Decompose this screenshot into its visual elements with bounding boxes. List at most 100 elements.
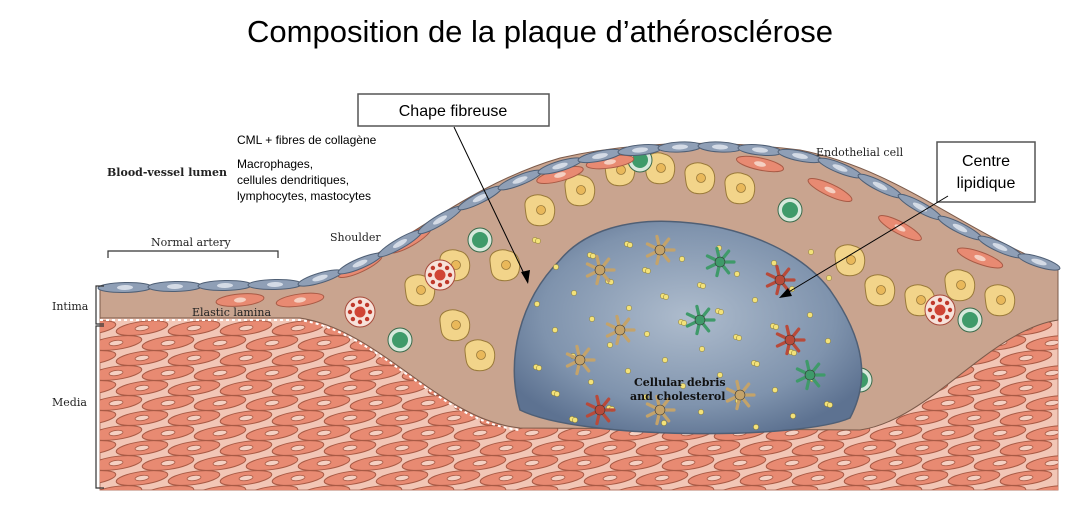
smooth-muscle-cell xyxy=(635,440,689,456)
smooth-muscle-cell xyxy=(141,365,195,381)
smooth-muscle-cell xyxy=(1025,455,1058,471)
cholesterol-crystal xyxy=(718,309,724,315)
smc-nucleus xyxy=(316,489,332,490)
endothelium xyxy=(97,141,1061,294)
label-debris-line1: Cellular debris xyxy=(634,376,726,389)
smc-nucleus xyxy=(212,369,228,377)
endothelial-cell xyxy=(537,157,583,175)
smooth-muscle-cell xyxy=(921,485,975,490)
smooth-muscle-cell xyxy=(323,440,377,456)
label-blood-vessel-lumen: Blood-vessel lumen xyxy=(107,166,227,179)
endothelial-cell-nucleus xyxy=(267,281,283,288)
smooth-muscle-cell xyxy=(999,350,1053,366)
cholesterol-crystal xyxy=(572,417,578,423)
smc-nucleus xyxy=(836,459,852,467)
smooth-muscle-cell xyxy=(193,485,247,490)
smc-nucleus xyxy=(83,444,98,451)
smc-nucleus xyxy=(706,474,722,482)
smc-body xyxy=(973,485,1027,490)
smc-body xyxy=(765,485,819,490)
smc-nucleus xyxy=(108,369,124,377)
smc-nucleus xyxy=(83,414,98,421)
smooth-muscle-cell xyxy=(193,335,247,351)
smc-nucleus xyxy=(238,324,254,332)
smc-nucleus xyxy=(966,474,982,482)
smooth-muscle-cell xyxy=(297,365,351,381)
smooth-muscle-cell xyxy=(739,440,793,456)
smooth-muscle-cell xyxy=(219,470,273,486)
smooth-muscle-cell xyxy=(323,380,377,396)
smc-nucleus xyxy=(394,474,410,482)
cholesterol-crystal xyxy=(754,361,760,367)
smooth-muscle-cell xyxy=(297,455,351,471)
smc-nucleus xyxy=(134,414,150,422)
smc-nucleus xyxy=(680,489,696,490)
smooth-muscle-cell xyxy=(245,425,299,441)
smc-nucleus xyxy=(654,474,670,482)
smc-nucleus xyxy=(966,414,982,422)
smooth-muscle-cell xyxy=(219,440,273,456)
smc-nucleus xyxy=(992,489,1008,490)
cap-smooth-muscle-cell xyxy=(585,154,635,170)
cholesterol-crystal xyxy=(808,249,814,255)
smc-nucleus xyxy=(992,369,1008,377)
smc-nucleus xyxy=(186,474,202,482)
smc-nucleus xyxy=(602,474,618,482)
endothelial-cell-nucleus xyxy=(1031,258,1047,266)
necrotic-cell xyxy=(775,324,806,356)
cholesterol-crystal xyxy=(826,275,832,281)
necrotic-cell xyxy=(585,394,616,426)
smc-body xyxy=(869,485,923,490)
mast-cell xyxy=(424,259,456,291)
smc-nucleus xyxy=(160,459,176,467)
label-elastic-lamina: Elastic lamina xyxy=(192,306,271,319)
smc-nucleus xyxy=(264,339,280,347)
smc-nucleus xyxy=(940,489,956,490)
smc-nucleus xyxy=(992,399,1008,407)
smooth-muscle-cell xyxy=(100,485,143,490)
smc-nucleus xyxy=(888,459,904,467)
smc-nucleus xyxy=(628,459,644,467)
mast-cell-granule xyxy=(427,272,433,278)
endothelial-cell-nucleus xyxy=(872,181,888,191)
lymphocyte xyxy=(777,197,803,223)
smooth-muscle-cell xyxy=(245,365,299,381)
smc-nucleus xyxy=(602,444,618,452)
lymphocyte-nucleus xyxy=(472,232,488,248)
cholesterol-crystal xyxy=(626,305,632,311)
smooth-muscle-cell xyxy=(375,410,429,426)
necrotic-cell xyxy=(685,304,716,336)
smc-nucleus xyxy=(342,384,358,392)
foam-cell-nucleus xyxy=(476,350,486,360)
smooth-muscle-cell xyxy=(100,365,143,381)
cap-smooth-muscle-cell xyxy=(275,292,325,308)
cholesterol-crystal xyxy=(662,357,668,363)
smc-nucleus xyxy=(1044,459,1058,467)
foam-cell xyxy=(724,172,756,205)
mast-cell-granule xyxy=(437,262,443,268)
cholesterol-crystal xyxy=(590,253,596,259)
smc-nucleus xyxy=(758,474,774,482)
cap-smc-nucleus xyxy=(604,159,616,165)
necrotic-cell-center xyxy=(594,404,606,416)
smooth-muscle-cell xyxy=(401,455,455,471)
smc-nucleus xyxy=(446,414,462,422)
smc-nucleus xyxy=(264,459,280,467)
smc-nucleus xyxy=(186,384,202,392)
smooth-muscle-cell xyxy=(505,455,559,471)
foam-cell-nucleus xyxy=(576,185,586,195)
smc-nucleus xyxy=(316,399,332,407)
smooth-muscle-cell xyxy=(791,470,845,486)
smooth-muscle-cell xyxy=(323,470,377,486)
smc-nucleus xyxy=(836,429,852,437)
smooth-muscle-cell xyxy=(141,485,195,490)
smooth-muscle-cell xyxy=(141,395,195,411)
endothelial-cell-nucleus xyxy=(217,282,233,289)
smc-nucleus xyxy=(914,444,930,452)
smooth-muscle-cell xyxy=(817,455,871,471)
smooth-muscle-cell xyxy=(167,440,221,456)
cap-smc-nucleus xyxy=(974,254,986,262)
lymphocyte-nucleus xyxy=(632,152,648,168)
smc-body xyxy=(100,485,143,490)
cholesterol-crystal xyxy=(552,327,558,333)
